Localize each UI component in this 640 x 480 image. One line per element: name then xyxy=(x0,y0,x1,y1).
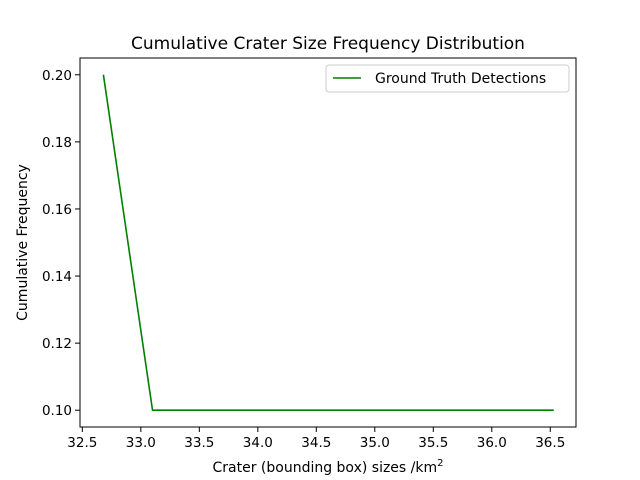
legend-label-ground-truth: Ground Truth Detections xyxy=(375,71,546,87)
y-axis-label: Cumulative Frequency xyxy=(15,164,31,321)
series-line-ground-truth-detections xyxy=(102,74,554,412)
legend: Ground Truth Detections xyxy=(325,64,570,93)
y-axis-ticks: 0.10 0.12 0.14 0.16 0.18 0.20 xyxy=(42,68,80,419)
x-axis-label-text: Crater (bounding box) sizes /km xyxy=(212,460,437,476)
x-axis-label: Crater (bounding box) sizes /km2 xyxy=(212,458,443,476)
y-tick-label: 0.14 xyxy=(42,269,72,285)
x-tick-label: 36.0 xyxy=(477,435,507,451)
series-layer xyxy=(102,74,554,412)
x-tick-label: 33.5 xyxy=(184,435,214,451)
x-tick-label: 34.0 xyxy=(243,435,273,451)
chart-title: Cumulative Crater Size Frequency Distrib… xyxy=(131,34,525,54)
x-tick-label: 34.5 xyxy=(301,435,331,451)
plot-area xyxy=(79,57,577,428)
y-tick-label: 0.16 xyxy=(42,202,72,218)
y-tick-label: 0.18 xyxy=(42,135,72,151)
y-tick-label: 0.20 xyxy=(42,68,72,84)
plot-background xyxy=(80,58,576,427)
x-tick-label: 32.5 xyxy=(67,435,97,451)
x-tick-label: 36.5 xyxy=(535,435,565,451)
y-tick-label: 0.12 xyxy=(42,336,72,352)
x-axis-label-superscript: 2 xyxy=(437,458,443,469)
legend-box xyxy=(325,64,570,93)
y-tick-label: 0.10 xyxy=(42,403,72,419)
x-tick-label: 35.0 xyxy=(360,435,390,451)
x-axis-ticks: 32.5 33.0 33.5 34.0 34.5 35.0 35.5 36.0 36.5 xyxy=(67,427,565,451)
x-tick-label: 33.0 xyxy=(126,435,156,451)
plot-frame xyxy=(79,57,577,428)
x-tick-label: 35.5 xyxy=(418,435,448,451)
